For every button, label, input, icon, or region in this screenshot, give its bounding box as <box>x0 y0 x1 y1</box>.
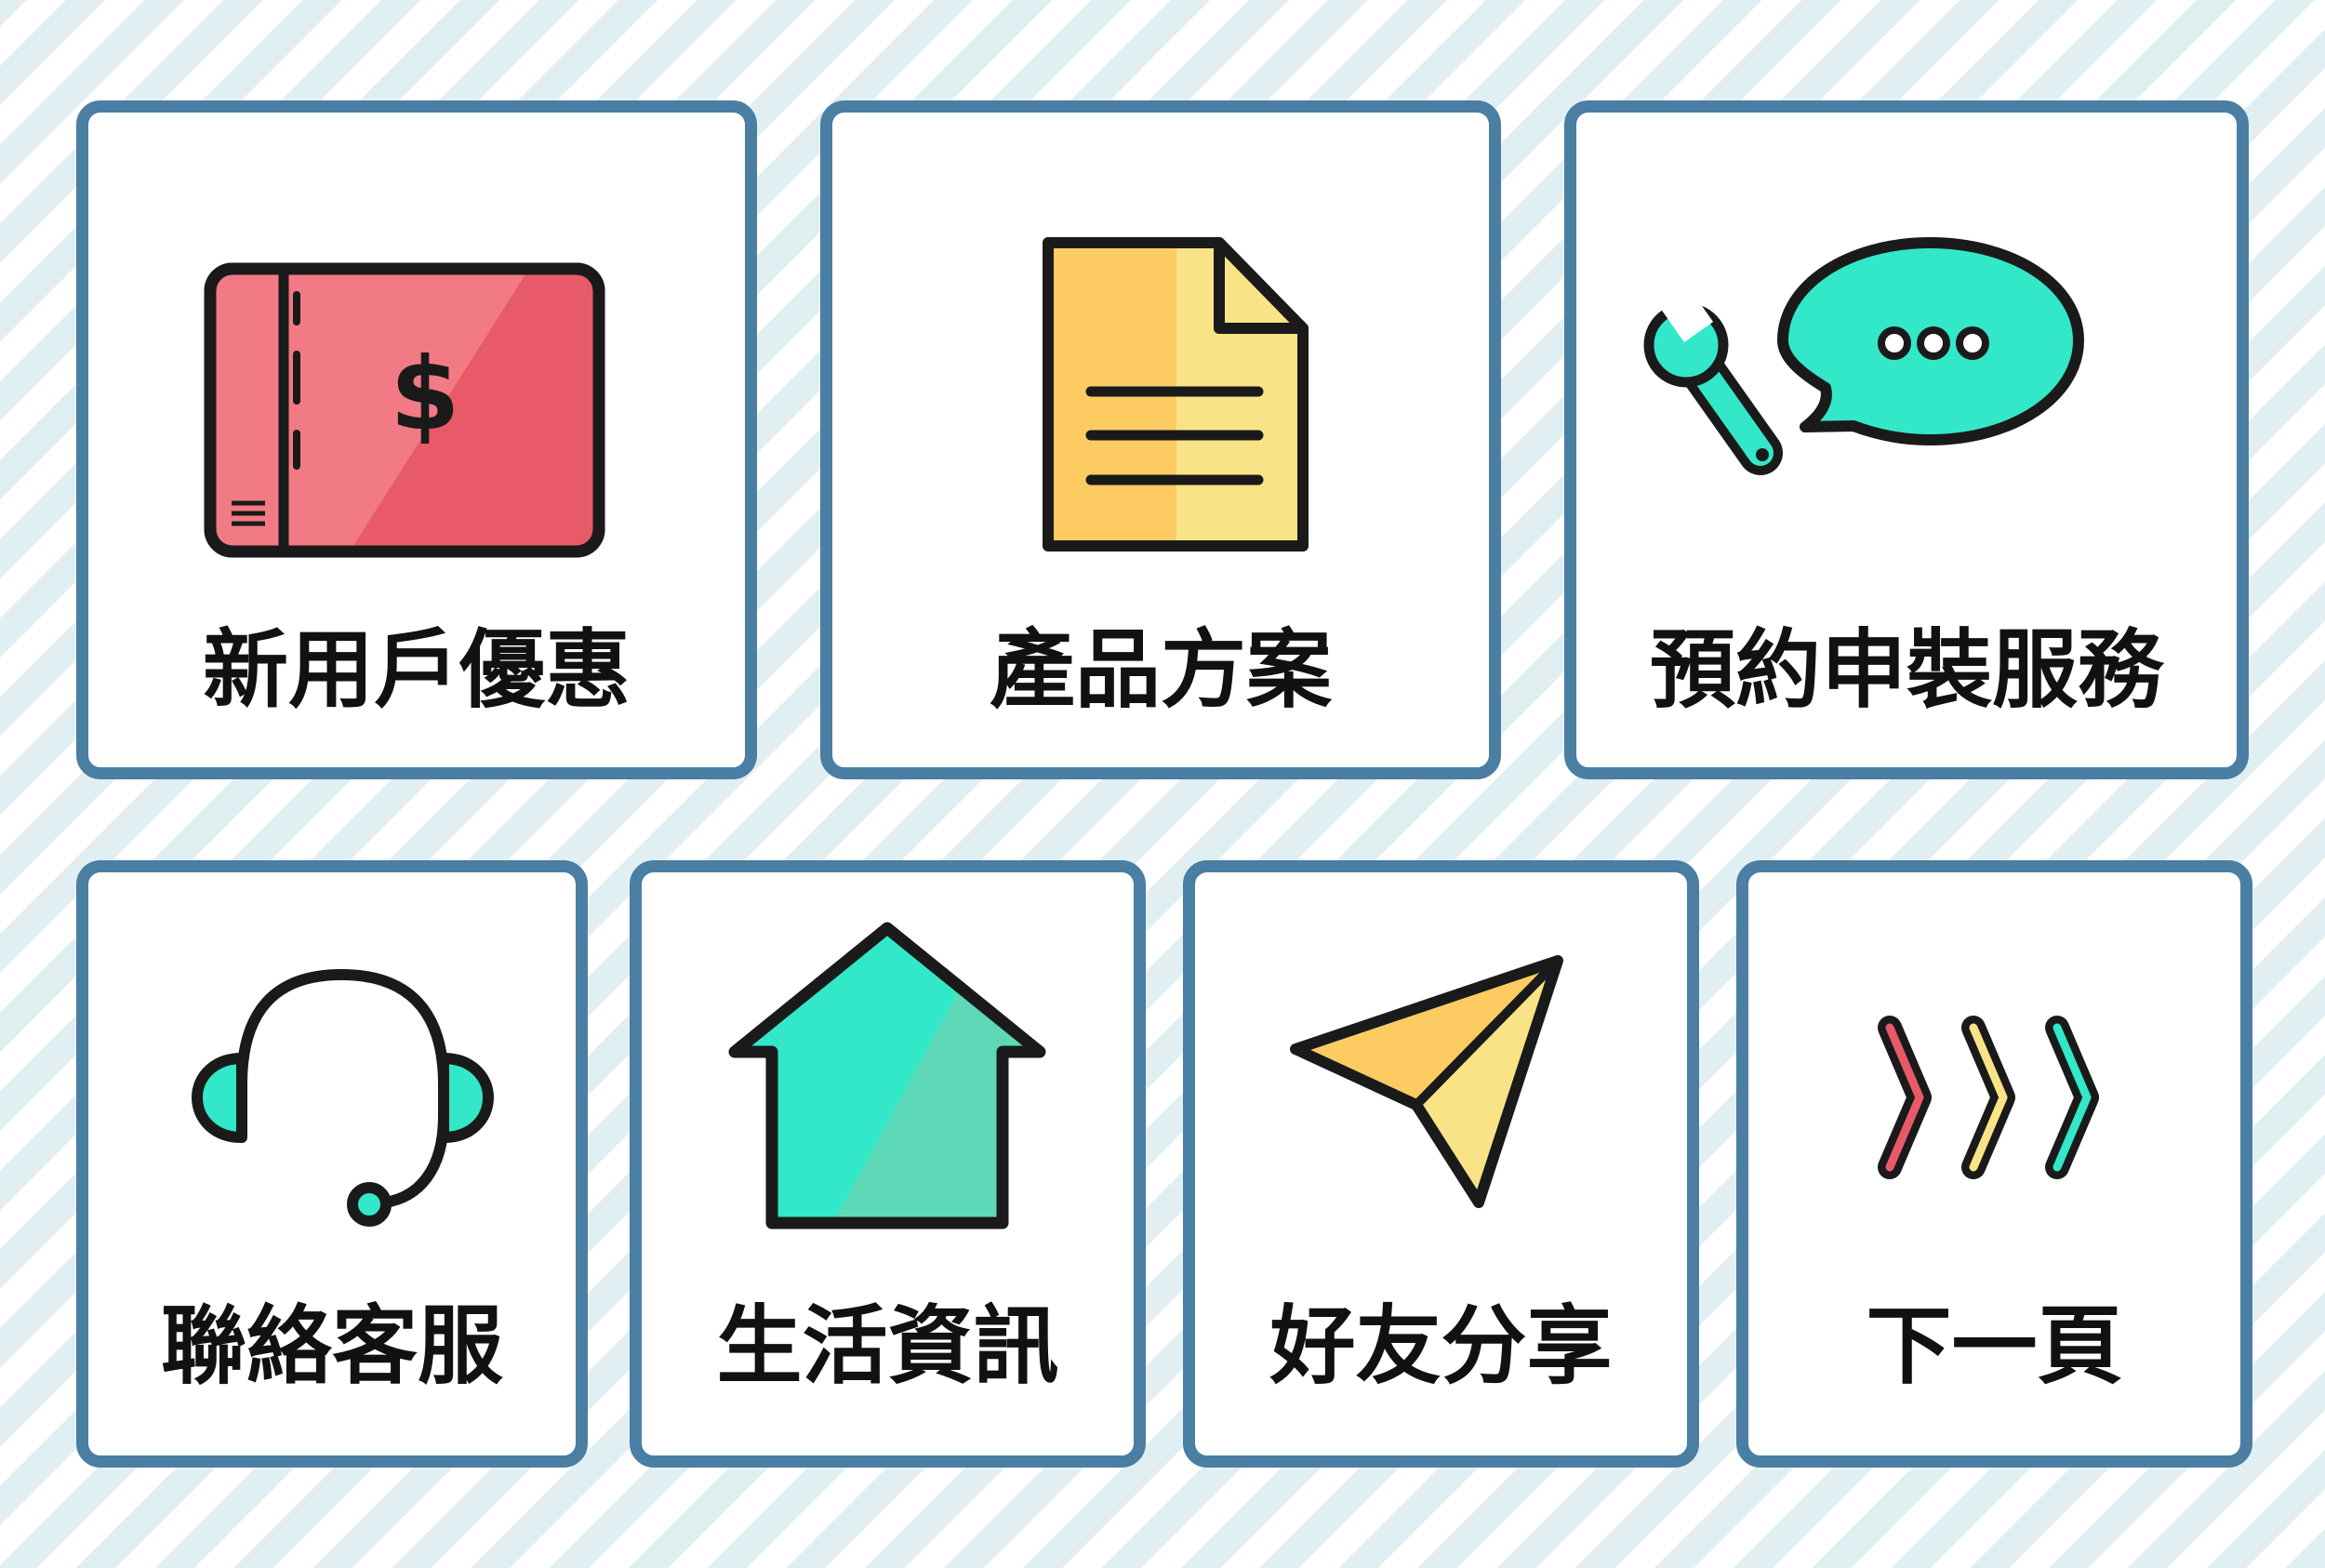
wrench-icon <box>1643 284 1783 475</box>
coupon-ticket-icon: $ <box>204 262 605 558</box>
tile-new-user-offer[interactable]: $ 新用戶優惠 <box>76 100 757 779</box>
house-icon <box>728 922 1046 1229</box>
document-icon <box>1043 237 1309 551</box>
tile-label: 下一頁 <box>1866 1296 2123 1396</box>
tile-next-page[interactable]: 下一頁 <box>1736 860 2252 1468</box>
tile-product-plans[interactable]: 產品方案 <box>820 100 1501 779</box>
tile-label: 預約申裝服務 <box>1649 620 2163 720</box>
tile-label: 生活資訊 <box>716 1296 1059 1396</box>
wrench-chat-icon <box>1643 237 2084 475</box>
tile-life-info[interactable]: 生活資訊 <box>630 860 1146 1468</box>
svg-text:$: $ <box>390 337 459 453</box>
tile-share-with-friends[interactable]: 好友分享 <box>1183 860 1699 1468</box>
tile-book-installation[interactable]: 預約申裝服務 <box>1564 100 2249 779</box>
next-chevrons-icon <box>1878 1016 2099 1179</box>
paper-plane-icon <box>1290 955 1563 1208</box>
tile-label: 產品方案 <box>989 620 1332 720</box>
tile-contact-support[interactable]: 聯絡客服 <box>76 860 588 1468</box>
tile-label: 新用戶優惠 <box>202 620 631 720</box>
headset-icon <box>192 968 494 1227</box>
tile-label: 聯絡客服 <box>160 1296 503 1396</box>
chat-bubble-icon <box>1777 237 2084 445</box>
tile-label: 好友分享 <box>1269 1296 1613 1396</box>
